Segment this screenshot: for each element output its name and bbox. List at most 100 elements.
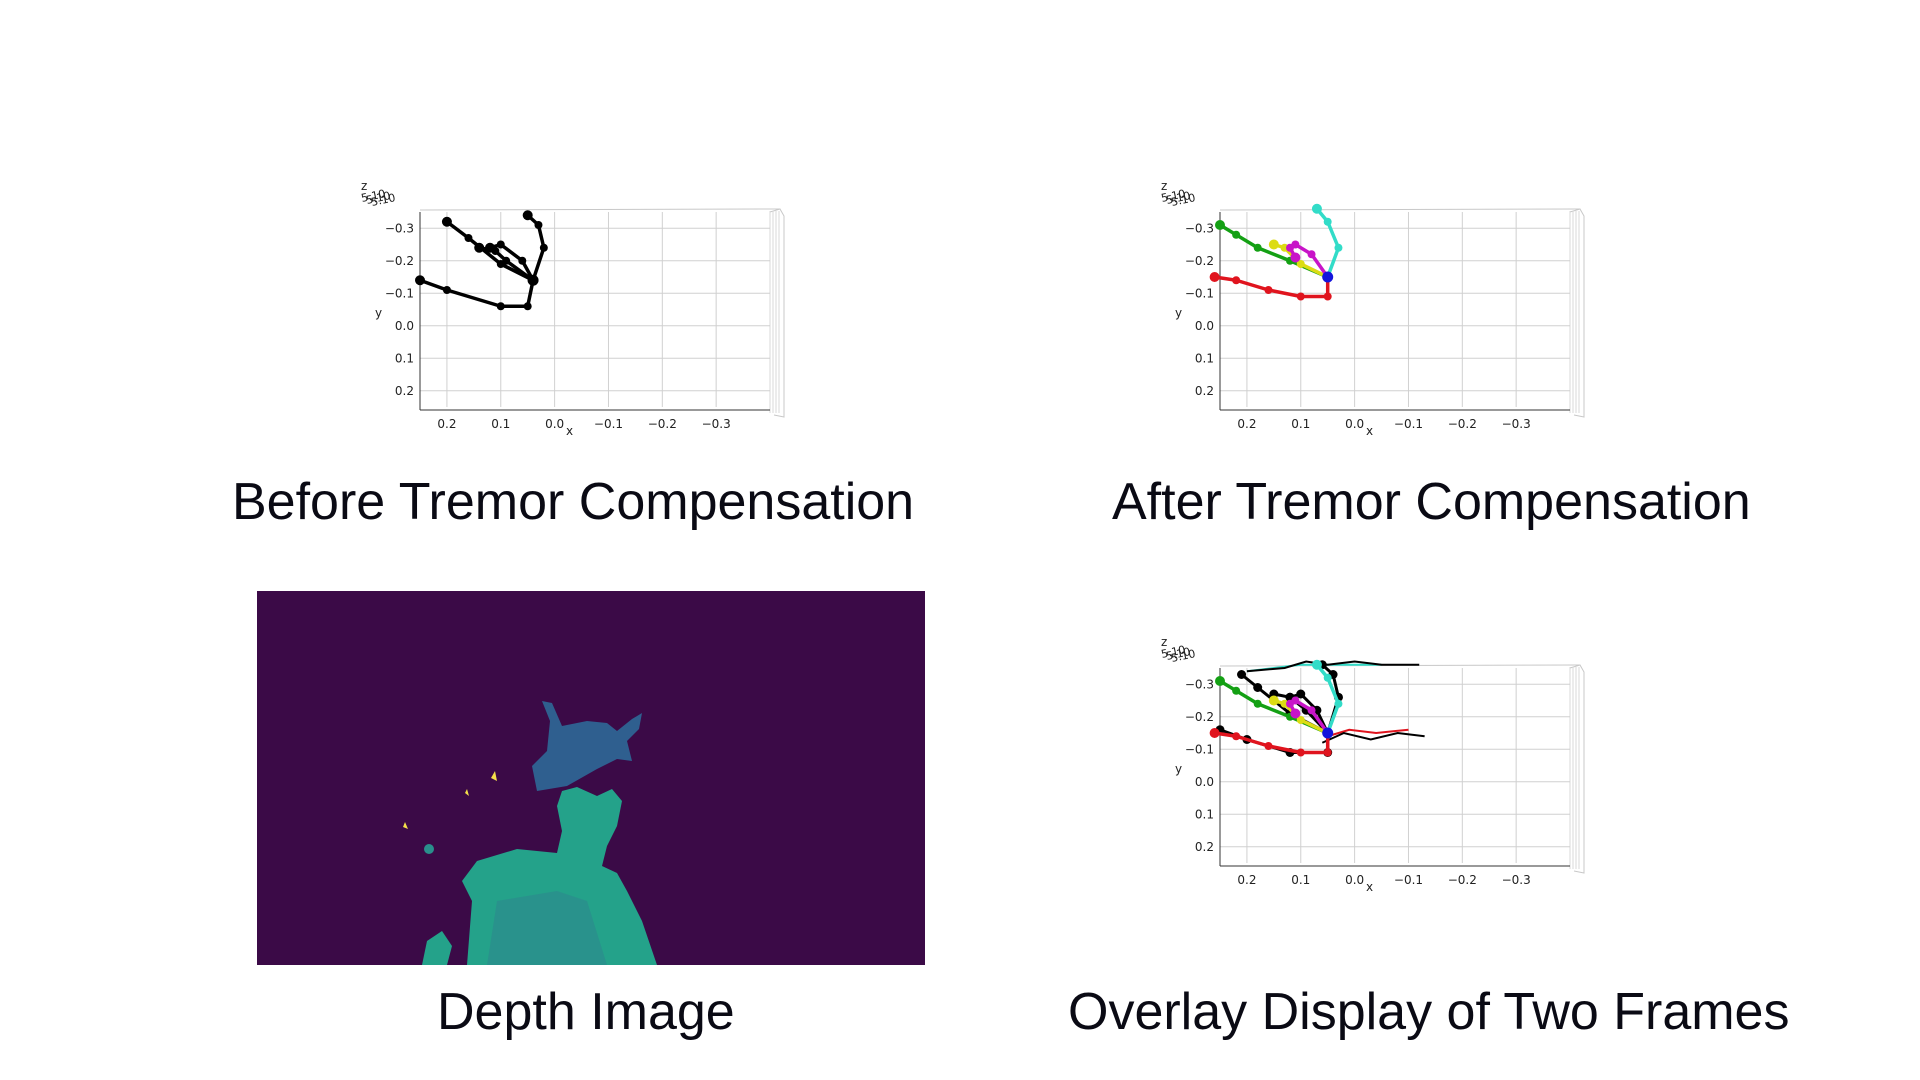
wrist-point [1322,727,1334,739]
y-tick-label: −0.2 [1185,254,1214,268]
joint-point [1334,243,1343,252]
joint-point [1268,239,1279,250]
y-tick-label: −0.3 [1185,221,1214,235]
joint-point [502,256,511,265]
z-tick-label: 5.10 [1165,189,1192,207]
caption-overlay: Overlay Display of Two Frames [1068,983,1790,1041]
x-tick-label: −0.1 [1394,417,1423,431]
z-tick-label: 5.10 [1160,187,1187,205]
joint-point [1296,716,1305,724]
joint-point [1286,243,1294,252]
joint-point [1323,292,1332,301]
y-tick-label: −0.2 [385,254,414,268]
y-tick-label: −0.3 [385,221,414,235]
z-tick-label: 5.10 [370,191,397,209]
y-axis-label: y [1175,306,1182,320]
z-tick-label: 5.10 [360,187,387,205]
joint-point [534,221,543,229]
x-tick-label: −0.3 [702,417,731,431]
joint-point [485,242,495,253]
finger-pinky [526,213,546,281]
depth-image-drawing [257,591,925,965]
z-axis-label: z [361,179,367,193]
finger-index [445,220,534,282]
raw-joint-point [1253,683,1263,692]
joint-point [1311,203,1322,214]
joint-point [1264,286,1273,294]
chart-after: 0.2 0.1 0.0 −0.1 −0.2 −0.3 −0.3 −0.2 −0.1 0.0 0.1 0… [1160,179,1585,438]
depth-hand [532,701,642,791]
z-tick-label: 5.10 [1165,645,1192,663]
joint-point [1307,706,1316,715]
joint-point [441,216,452,227]
y-tick-label: 0.0 [395,319,414,333]
joint-point [1232,230,1241,239]
x-tick-label: 0.2 [437,417,456,431]
joint-point [1215,220,1225,230]
joint-point [1232,276,1241,285]
joint-point [1323,673,1332,682]
joint-point [1253,243,1262,252]
raw-joint-point [1296,689,1306,699]
joint-point [1290,708,1301,719]
y-tick-label: 0.0 [1195,775,1214,789]
joint-point [415,275,425,286]
x-tick-label: −0.1 [1394,873,1423,887]
z-tick-label: 5.10 [365,189,392,207]
caption-after: After Tremor Compensation [1112,473,1751,531]
joint-point [1209,728,1220,738]
x-axis-label: x [566,424,573,438]
chart-overlay: 0.2 0.1 0.0 −0.1 −0.2 −0.3 −0.3 −0.2 −0.1 0.0 0.1 0… [1160,635,1585,894]
z-tick-label: 5.10 [1160,643,1187,661]
y-tick-label: 0.2 [1195,840,1214,854]
box-edge [419,208,781,211]
z-tick-label: 5.10 [1170,191,1197,209]
y-tick-label: 0.0 [1195,319,1214,333]
joint-point [1296,748,1305,757]
joint-point [1323,748,1332,757]
wrist-point [1322,271,1334,283]
x-tick-label: −0.2 [1448,873,1477,887]
caption-depth: Depth Image [437,983,735,1041]
joint-point [1307,250,1316,259]
x-tick-label: 0.2 [1237,417,1256,431]
z-axis-label: z [1161,635,1167,649]
joint-point [539,243,548,252]
joint-point [1296,292,1305,301]
box-edge [1569,208,1585,418]
joint-point [496,240,505,249]
joint-point [1268,695,1279,706]
trace-line-thumb [1327,728,1409,738]
caption-before: Before Tremor Compensation [232,473,915,531]
depth-image [257,591,925,965]
y-tick-label: 0.1 [1195,807,1214,821]
x-axis-label: x [1366,424,1373,438]
finger-pinky [1315,663,1341,734]
x-tick-label: −0.3 [1502,417,1531,431]
raw-joint-point [1237,670,1247,679]
x-tick-label: 0.0 [1345,417,1364,431]
joint-point [1286,699,1294,708]
joint-point [496,302,505,311]
joint-point [1311,659,1322,670]
joint-point [1232,732,1241,741]
y-tick-label: 0.1 [1195,351,1214,365]
joint-point [1334,699,1343,708]
y-tick-label: 0.2 [395,384,414,398]
z-axis-label: z [1161,179,1167,193]
trace-line-raw [1321,731,1425,744]
z-tick-label: 5.10 [1170,647,1197,665]
joint-point [1296,260,1305,268]
x-tick-label: 0.0 [1345,873,1364,887]
joint-point [1323,217,1332,226]
wrist-point [527,274,539,286]
x-tick-label: 0.0 [545,417,564,431]
joint-point [464,234,473,242]
joint-point [523,302,532,311]
y-tick-label: 0.1 [395,351,414,365]
y-tick-label: −0.1 [1185,742,1214,756]
x-tick-label: −0.2 [648,417,677,431]
joint-point [518,256,527,265]
x-tick-label: −0.3 [1502,873,1531,887]
box-edge [1569,664,1585,874]
